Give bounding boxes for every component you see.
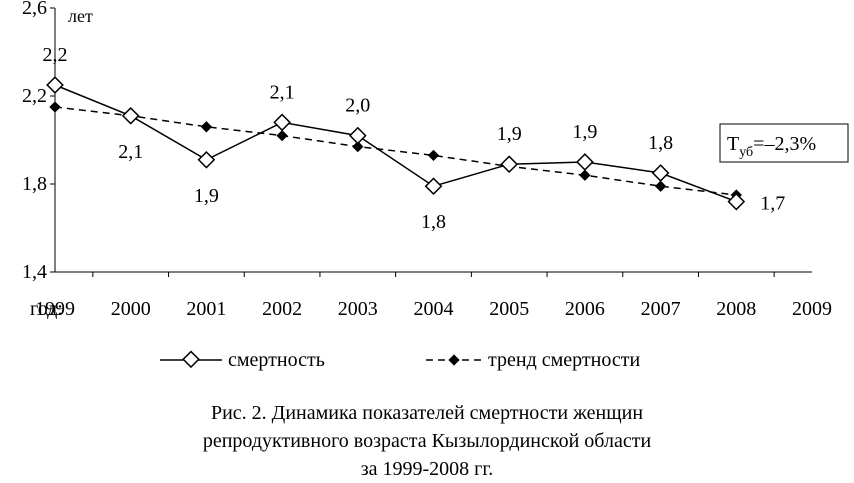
figure-caption-line-2: репродуктивного возраста Кызылординской … — [202, 430, 652, 452]
trend-point — [276, 129, 288, 142]
trend-point — [579, 169, 591, 181]
x-tick-label: 1999 — [35, 298, 75, 320]
mortality-line — [54, 84, 737, 203]
trend-point — [49, 101, 61, 113]
legend-label-trend: тренд смертности — [488, 349, 640, 371]
x-tick-label: 2000 — [111, 298, 151, 320]
x-tick-label: 2007 — [641, 298, 681, 320]
mortality-point — [46, 76, 64, 94]
mortality-point — [348, 126, 367, 145]
data-label: 1,9 — [194, 185, 219, 207]
annotation-box — [719, 123, 849, 163]
x-tick-labels: 1999 2000 2001 2002 2003 2004 2005 2006 2007 2008… — [35, 298, 832, 320]
x-tick-label: 2008 — [716, 298, 756, 320]
y-tick-labels: 1,4 1,8 2,2 2,6 — [22, 0, 47, 283]
trend-point — [352, 140, 364, 153]
trend-line — [54, 106, 737, 196]
axes — [50, 7, 812, 277]
x-tick-label: 2003 — [338, 298, 378, 320]
y-tick-label: 1,4 — [22, 261, 47, 283]
y-tick-label: 2,2 — [22, 85, 47, 107]
mortality-point — [727, 192, 746, 211]
legend-marker-trend — [448, 354, 460, 366]
data-label: 1,8 — [648, 132, 673, 154]
data-label: 1,9 — [572, 121, 597, 143]
data-label: 2,2 — [43, 44, 68, 66]
data-label: 2,0 — [345, 95, 370, 117]
x-tick-label: 2002 — [262, 298, 302, 320]
x-tick-label: 2009 — [792, 298, 832, 320]
figure-caption-line-3: за 1999-2008 гг. — [360, 458, 494, 480]
mortality-point — [500, 155, 519, 174]
x-tick-label: 2001 — [186, 298, 226, 320]
data-label: 2,1 — [118, 141, 143, 163]
y-tick-label: 2,6 — [22, 0, 47, 19]
x-tick-label: 2004 — [414, 298, 454, 320]
data-label: 1,9 — [497, 123, 522, 145]
figure-caption-line-1: Рис. 2. Динамика показателей смертности … — [210, 402, 644, 424]
data-label: 2,1 — [270, 81, 295, 103]
trend-point — [200, 121, 213, 133]
legend-label-mortality: смертность — [228, 349, 325, 371]
mortality-point — [273, 113, 291, 132]
mortality-point — [197, 150, 216, 169]
annotation-text: Туб=–2,3% — [727, 133, 816, 160]
legend: смертность тренд смертности — [160, 349, 640, 371]
mortality-point — [121, 106, 140, 125]
trend-point — [427, 149, 440, 162]
mortality-point — [424, 177, 443, 196]
x-tick-label: 2006 — [565, 298, 605, 320]
mortality-series — [46, 76, 746, 211]
x-axis-label: год: — [30, 298, 63, 320]
x-tick-label: 2005 — [489, 298, 529, 320]
data-labels: 2,2 2,1 1,9 2,1 2,0 1,8 1,9 1,9 1,8 1,7 — [43, 44, 786, 233]
data-label: 1,7 — [760, 193, 785, 215]
data-label: 1,8 — [421, 211, 446, 233]
legend-marker-mortality — [182, 350, 200, 369]
mortality-point — [651, 164, 670, 182]
mortality-line-chart: 1,4 1,8 2,2 2,6 1999 2000 2001 2002 2003 2004 200… — [22, 0, 849, 371]
y-axis-label: лет — [68, 6, 93, 26]
trend-series — [49, 101, 742, 201]
y-tick-label: 1,8 — [22, 173, 47, 195]
trend-point — [654, 180, 667, 192]
growth-rate-annotation: Туб=–2,3% — [719, 123, 849, 163]
mortality-point — [576, 153, 594, 171]
